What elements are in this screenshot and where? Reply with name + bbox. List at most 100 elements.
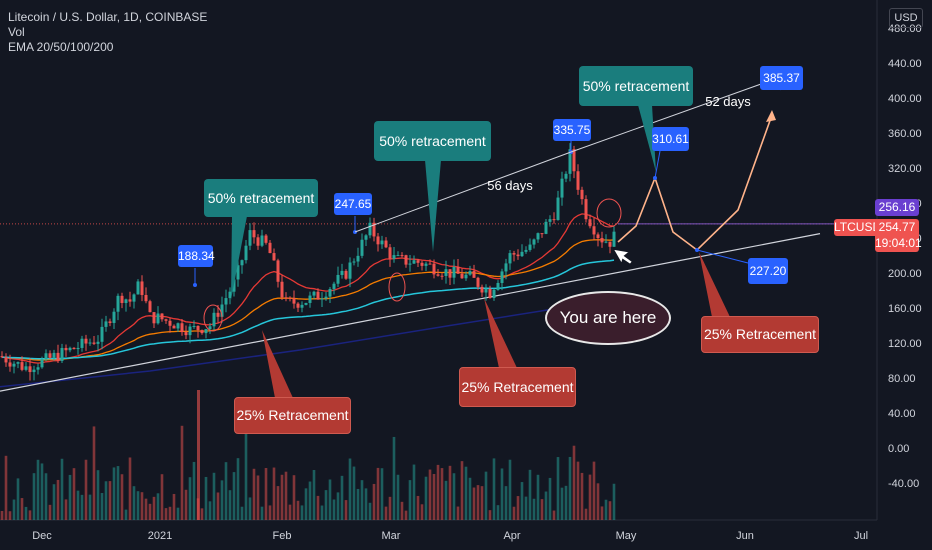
volume-bar [352,466,356,520]
candle-body [148,301,152,313]
volume-bar [412,464,416,520]
symbol-title[interactable]: Litecoin / U.S. Dollar, 1D, COINBASE [8,10,208,24]
volume-bar [488,510,492,520]
candle-body [488,288,492,298]
volume-bar [68,474,72,520]
y-tick-label: 200.00 [888,268,922,280]
volume-bar [400,501,404,520]
candle-body [4,357,8,363]
currency-button[interactable]: USD [889,8,923,28]
volume-indicator-label[interactable]: Vol [8,25,25,39]
volume-bar [540,499,544,520]
volume-bar [396,474,400,520]
candle-body [12,363,16,367]
y-tick-label: 40.00 [888,408,916,420]
candle-body [564,173,568,179]
volume-bar [264,468,268,520]
volume-bar [348,458,352,520]
candle-body [356,255,360,262]
annotation-52-days: 52 days [705,94,751,109]
volume-bar [576,461,580,520]
candle-body [492,289,496,298]
volume-bar [580,472,584,520]
x-tick-label: Dec [32,530,52,542]
volume-bar [216,492,220,520]
candle-body [320,298,324,300]
candle-body [8,362,12,367]
candle-body [396,255,400,257]
volume-bar [240,506,244,520]
volume-bar [536,474,540,520]
y-tick-label: 80.00 [888,373,916,385]
candle-body [64,347,68,351]
volume-bar [572,445,576,520]
volume-bar [532,498,536,520]
candle-body [588,219,592,227]
volume-bar [228,490,232,520]
y-tick-label: 320.00 [888,163,922,175]
candle-body [16,362,20,364]
current-price: 254.77 [878,220,916,234]
volume-bar [520,482,524,520]
callout-pointer [425,160,441,252]
volume-bar [516,496,520,520]
volume-bar [72,468,76,520]
volume-bar [24,506,28,520]
candle-body [228,291,232,299]
candle-body [432,263,436,275]
volume-bar [344,500,348,520]
volume-bar [360,480,364,520]
volume-bar [88,494,92,520]
volume-bar [428,469,432,520]
candle-body [420,262,424,266]
candle-body [464,274,468,279]
candle-body [200,330,204,334]
callout-50-retracement-3: 50% retracement [579,66,693,106]
x-tick-label: Mar [382,530,401,542]
you-are-here-marker: You are here [545,291,671,345]
volume-bar [244,418,248,520]
candle-body [360,239,364,256]
volume-bar [56,479,60,520]
candle-body [264,235,268,243]
volume-bar [260,506,264,520]
candle-body [376,236,380,245]
volume-bar [468,477,472,520]
candle-body [580,189,584,200]
volume-bar [304,488,308,520]
volume-bar [288,504,292,520]
volume-bar [236,458,240,520]
candle-body [500,271,504,283]
volume-bar [420,504,424,520]
volume-bar [592,461,596,520]
volume-bar [496,505,500,520]
volume-bar [96,470,100,520]
candle-body [440,275,444,277]
ema-indicator-label[interactable]: EMA 20/50/100/200 [8,40,114,54]
volume-bar [208,501,212,520]
volume-bar [232,472,236,520]
volume-bar [204,476,208,520]
volume-bar [464,466,468,520]
volume-bar [376,467,380,520]
y-tick-label: 360.00 [888,128,922,140]
volume-bar [512,506,516,520]
volume-bar [316,495,320,520]
candle-body [296,303,300,308]
volume-bar [188,477,192,520]
candle-body [456,266,460,274]
symbol-tag: LTCUSD [834,219,882,236]
candle-body [372,222,376,237]
volume-bar [132,486,136,520]
candle-body [532,239,536,245]
volume-bar [248,497,252,520]
volume-bar [600,506,604,520]
highlight-circle [596,198,622,228]
volume-bar [284,471,288,520]
callout-25-retracement-1: 25% Retracement [234,397,351,434]
candle-body [612,231,616,247]
x-tick-label: Jun [736,530,754,542]
candle-body [60,347,64,361]
volume-bar [356,488,360,520]
candle-body [348,262,352,279]
